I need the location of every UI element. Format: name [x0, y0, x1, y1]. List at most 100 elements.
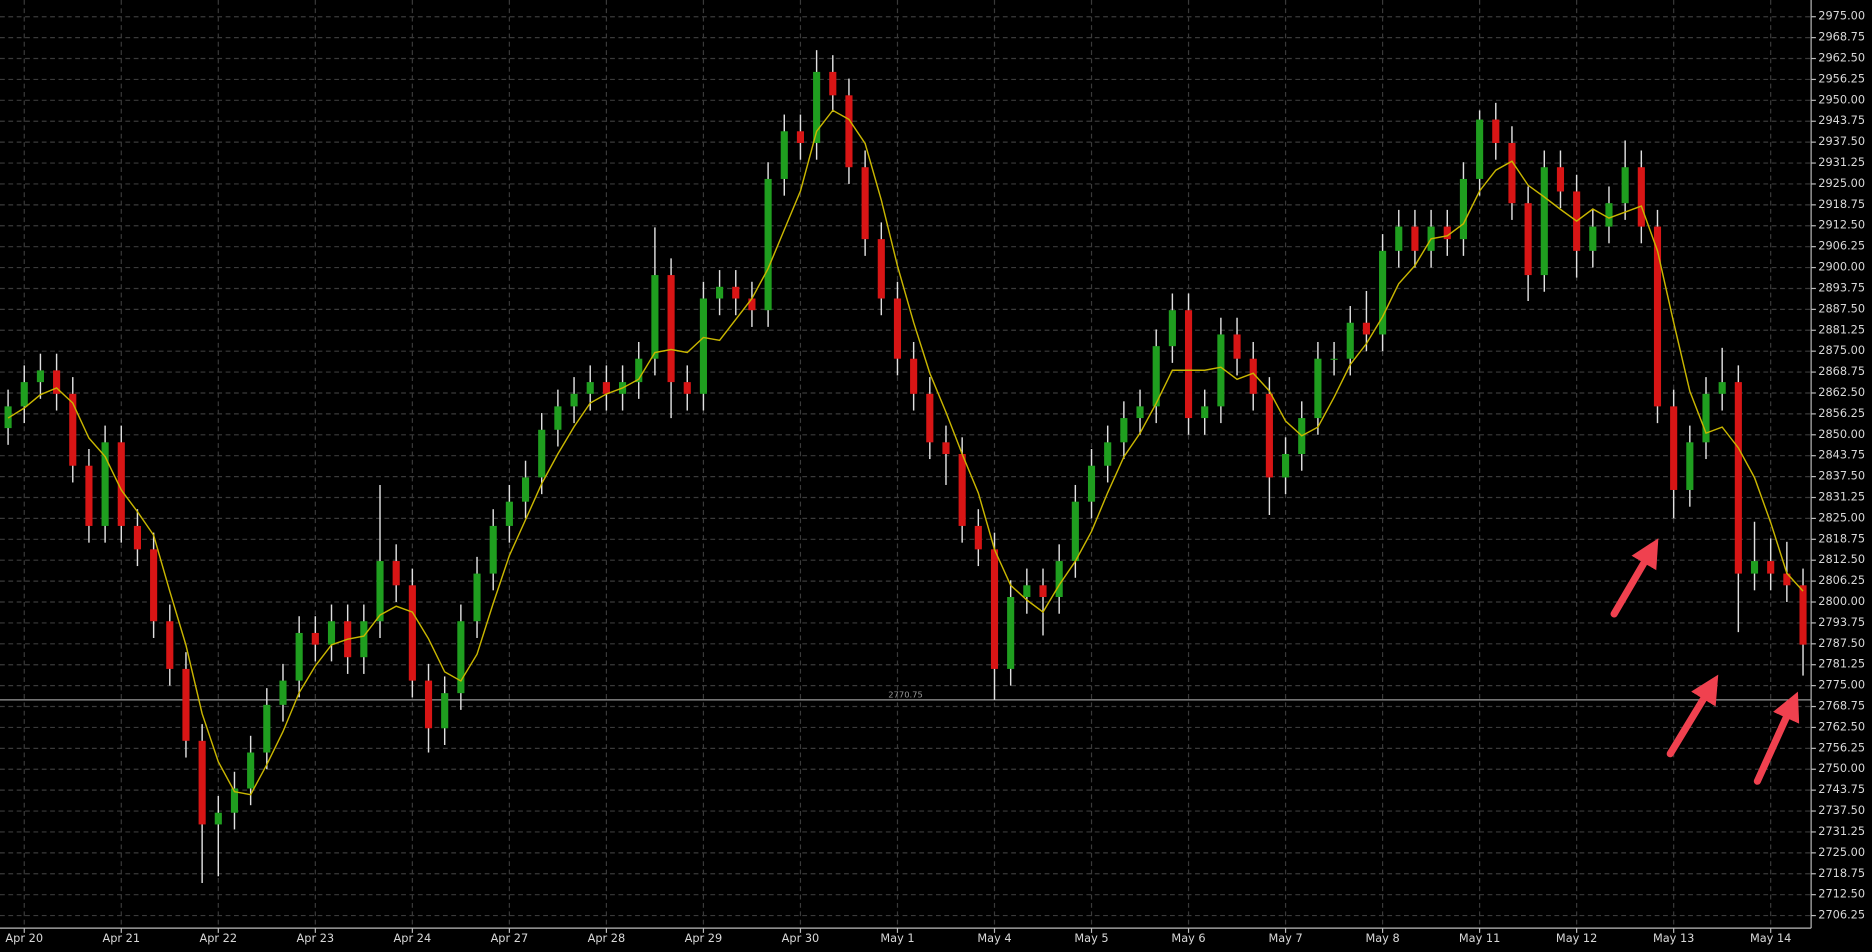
y-tick-label: 2862.50: [1818, 385, 1865, 399]
candle-body: [279, 680, 287, 705]
candle-body: [166, 621, 174, 669]
candle-body: [1233, 334, 1241, 359]
candle-body: [829, 71, 837, 96]
y-tick-label: 2793.75: [1818, 615, 1865, 629]
candle-body: [570, 393, 578, 407]
candle-body: [1152, 346, 1160, 407]
candle-body: [1120, 418, 1128, 443]
candle-body: [150, 549, 158, 622]
arrow: [1666, 674, 1719, 758]
candle-body: [1783, 573, 1791, 586]
arrow: [1610, 538, 1659, 618]
y-tick-label: 2712.50: [1818, 887, 1865, 901]
candle-body: [1379, 250, 1387, 335]
y-tick-label: 2912.50: [1818, 218, 1865, 232]
candle-body: [473, 573, 481, 622]
candle-body: [263, 704, 271, 753]
x-tick-label: May 13: [1653, 931, 1694, 945]
x-tick-label: May 4: [977, 931, 1011, 945]
candle-body: [1071, 501, 1079, 562]
candle-body: [1249, 358, 1257, 394]
y-tick-label: 2837.50: [1818, 469, 1865, 483]
y-tick-label: 2843.75: [1818, 448, 1865, 462]
candle-body: [69, 393, 77, 466]
candle-body: [521, 477, 530, 502]
candle-body: [796, 131, 805, 143]
y-tick-label: 2825.00: [1818, 510, 1865, 524]
candle-body: [635, 358, 643, 383]
y-tick-label: 2725.00: [1818, 845, 1865, 859]
candle-body: [1039, 585, 1047, 598]
candle-body: [1136, 406, 1144, 419]
candle-body: [1346, 322, 1354, 359]
y-tick-label: 2718.75: [1818, 866, 1865, 880]
candle-body: [1217, 334, 1225, 407]
candle-body: [1653, 226, 1662, 407]
candle-body: [441, 693, 449, 729]
candle-body: [732, 286, 740, 299]
y-tick-label: 2812.50: [1818, 552, 1865, 566]
candle-body: [408, 585, 416, 681]
candle-body: [990, 549, 999, 669]
x-tick-label: May 7: [1268, 931, 1302, 945]
y-tick-label: 2775.00: [1818, 678, 1865, 692]
candle-body: [667, 275, 675, 383]
candle-body: [1686, 442, 1694, 490]
candle-body: [1508, 142, 1516, 204]
candle-body: [1184, 310, 1193, 419]
candle-body: [1670, 406, 1678, 490]
candle-body: [230, 788, 239, 813]
y-tick-label: 2731.25: [1818, 824, 1865, 838]
candle-body: [716, 286, 724, 299]
y-tick-label: 2768.75: [1818, 699, 1865, 713]
y-tick-label: 2893.75: [1818, 280, 1865, 294]
y-tick-label: 2900.00: [1818, 260, 1865, 274]
candle-body: [53, 370, 61, 394]
candle-body: [1767, 561, 1775, 574]
candle-body: [1702, 393, 1710, 443]
candle-body: [1556, 167, 1565, 192]
annotation-arrows: [1610, 538, 1800, 785]
arrow: [1753, 691, 1800, 785]
candle-body: [457, 621, 465, 694]
candle-body: [1734, 382, 1742, 574]
y-tick-label: 2756.25: [1818, 740, 1865, 754]
candle-body: [182, 668, 190, 741]
candle-body: [489, 525, 497, 574]
x-tick-label: May 1: [880, 931, 914, 945]
candle-body: [1524, 203, 1532, 276]
candle-body: [586, 382, 594, 394]
candle-body: [699, 298, 707, 394]
candle-body: [554, 406, 562, 430]
candle-body: [198, 740, 206, 825]
candle-body: [247, 752, 255, 789]
y-tick-label: 2800.00: [1818, 594, 1865, 608]
candle-body: [1282, 454, 1290, 478]
reference-label: 2770.75: [888, 690, 923, 700]
candle-body: [1411, 226, 1419, 251]
x-tick-label: Apr 22: [199, 931, 237, 945]
y-tick-label: 2887.50: [1818, 301, 1865, 315]
candle-body: [861, 167, 869, 240]
candle-body: [651, 275, 659, 359]
x-tick-label: May 6: [1171, 931, 1205, 945]
x-tick-label: Apr 24: [394, 931, 432, 945]
y-tick-label: 2962.50: [1818, 51, 1865, 65]
y-tick-label: 2943.75: [1818, 113, 1865, 127]
candle-body: [845, 95, 853, 168]
x-tick-label: Apr 23: [297, 931, 335, 945]
x-tick-label: May 5: [1074, 931, 1108, 945]
y-tick-label: 2831.25: [1818, 489, 1865, 503]
y-tick-label: 2950.00: [1818, 92, 1865, 106]
candle-body: [1605, 203, 1613, 227]
candle-body: [602, 382, 610, 394]
candle-body: [1459, 178, 1468, 240]
candle-body: [327, 621, 336, 645]
candle-body: [1395, 226, 1403, 251]
candle-body: [958, 454, 966, 526]
y-tick-label: 2787.50: [1818, 636, 1865, 650]
candle-body: [1476, 119, 1484, 179]
candle-body: [36, 370, 44, 383]
candle-body: [1087, 465, 1096, 502]
y-tick-label: 2781.25: [1818, 657, 1865, 671]
